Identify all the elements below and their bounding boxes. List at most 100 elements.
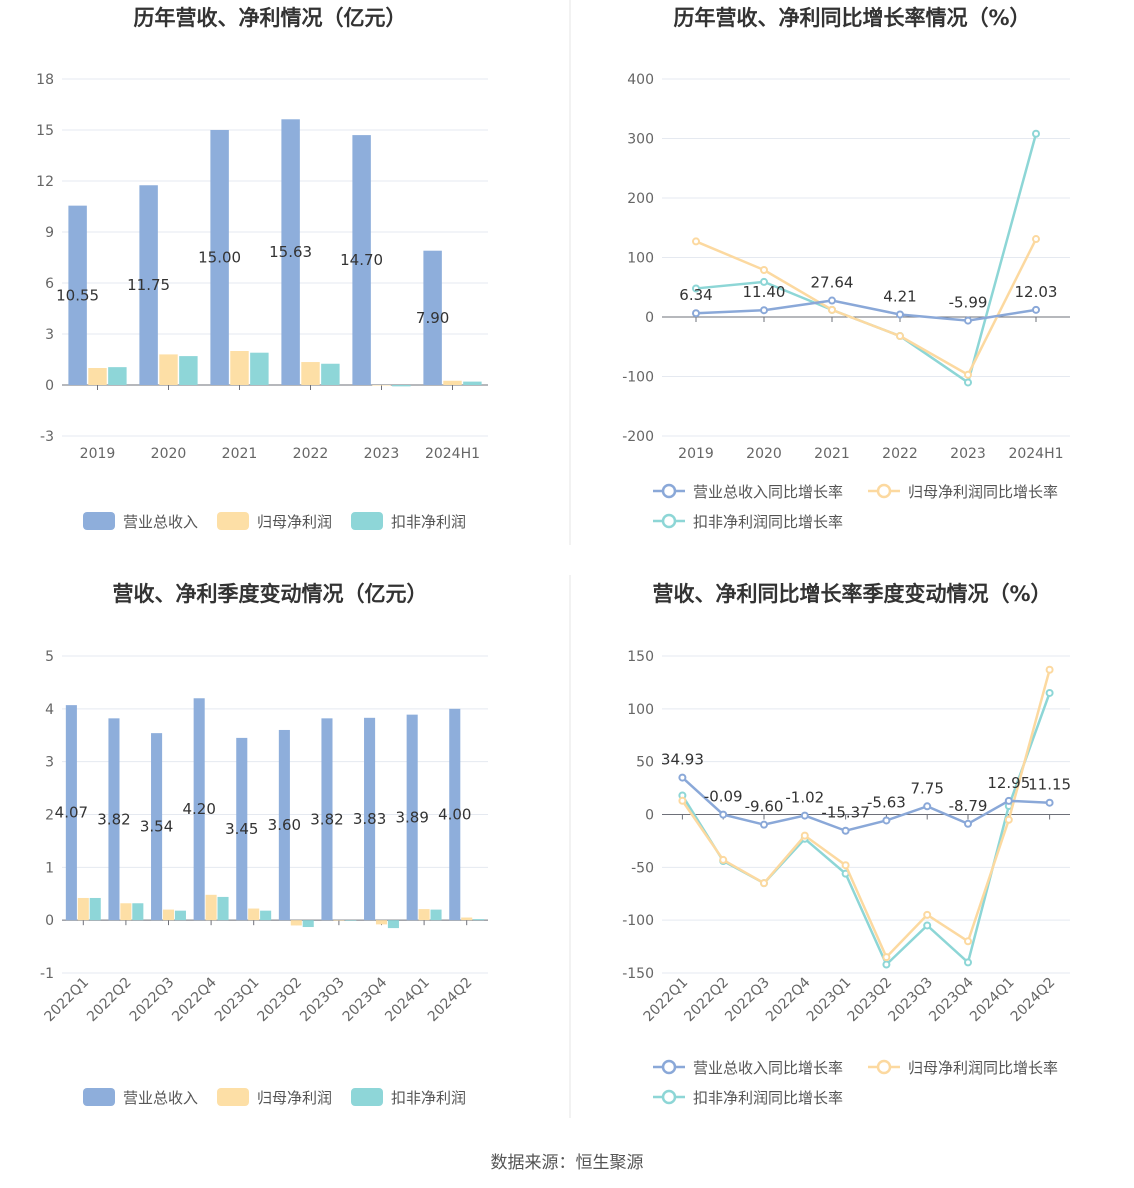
data-label: 3.82 <box>310 810 343 828</box>
y-tick-label: 18 <box>36 72 54 88</box>
data-point <box>841 861 850 870</box>
legend-label: 扣非净利润同比增长率 <box>693 513 843 531</box>
legend-marker <box>661 1059 677 1075</box>
series-line <box>681 692 1051 967</box>
y-tick-label: 0 <box>45 913 54 929</box>
x-tick-label: 2023Q1 <box>804 975 855 1026</box>
legend-swatch <box>217 1088 249 1106</box>
data-point <box>828 296 836 305</box>
bar <box>352 135 371 385</box>
x-tick-label: 2023Q4 <box>926 974 977 1025</box>
x-tick-label: 2022 <box>882 446 918 462</box>
bar <box>65 705 77 921</box>
series-line <box>695 299 1037 322</box>
x-tick-label: 2024Q1 <box>382 975 433 1026</box>
x-tick-label: 2023Q4 <box>340 974 391 1025</box>
bar <box>217 896 229 921</box>
data-point <box>678 773 687 782</box>
data-label: -8.79 <box>949 797 988 815</box>
chart-title: 营收、净利季度变动情况（亿元） <box>113 582 428 606</box>
y-tick-label: 3 <box>45 327 54 343</box>
legend-marker <box>661 483 677 499</box>
annual-growth-rate-chart: 历年营收、净利同比增长率情况（%） 400 300 200 100 0 -100 -200 2… <box>622 6 1070 531</box>
data-label: -1.02 <box>785 789 824 807</box>
chart-title: 历年营收、净利同比增长率情况（%） <box>673 6 1030 30</box>
data-point <box>1004 815 1013 824</box>
y-tick-label: 200 <box>627 191 654 207</box>
bar <box>162 909 175 921</box>
data-point <box>1045 665 1054 674</box>
bar <box>443 380 462 385</box>
series-line <box>695 238 1038 377</box>
bar <box>449 708 461 921</box>
x-tick-label: 2021 <box>222 446 258 462</box>
data-label: 4.20 <box>182 800 215 818</box>
x-tick-label: 2021 <box>814 446 850 462</box>
x-tick-label: 2020 <box>746 446 782 462</box>
legend-marker <box>876 483 892 499</box>
data-label: 3.45 <box>225 820 258 838</box>
bar <box>120 903 132 921</box>
bar <box>321 718 333 921</box>
y-tick-label: 2 <box>45 808 54 824</box>
bar <box>89 897 101 921</box>
legend-label: 扣非净利润 <box>391 513 466 531</box>
data-label: 15.00 <box>198 249 241 267</box>
x-tick-label: 2024Q2 <box>425 975 476 1026</box>
data-label: -9.60 <box>745 798 784 816</box>
data-point <box>692 237 700 246</box>
data-label: 7.90 <box>416 309 449 327</box>
data-point <box>923 802 932 811</box>
legend-label: 营业总收入同比增长率 <box>693 483 843 501</box>
y-tick-label: 9 <box>45 225 54 241</box>
data-label: 12.95 <box>987 774 1030 792</box>
bar <box>430 909 442 921</box>
data-point <box>1045 798 1054 807</box>
bar <box>364 717 376 921</box>
data-point <box>800 831 809 840</box>
data-point <box>692 309 700 318</box>
data-label: 4.00 <box>438 806 471 824</box>
x-tick-label: 2024Q2 <box>1008 975 1059 1026</box>
chart-title: 营收、净利同比增长率季度变动情况（%） <box>652 582 1051 606</box>
x-tick-label: 2023Q2 <box>255 975 306 1026</box>
x-tick-label: 2022Q2 <box>84 975 135 1026</box>
bar <box>210 130 229 385</box>
y-tick-label: 5 <box>45 649 54 665</box>
bar <box>193 698 205 921</box>
series-line <box>681 669 1051 960</box>
data-point <box>964 958 972 967</box>
bar <box>248 908 260 921</box>
x-tick-label: 2024Q1 <box>967 975 1018 1026</box>
data-point <box>896 332 904 341</box>
x-tick-label: 2019 <box>678 446 714 462</box>
y-tick-label: 1 <box>45 860 54 876</box>
bar <box>392 385 411 387</box>
bar <box>290 920 302 926</box>
bar <box>250 352 269 385</box>
data-point <box>760 306 768 315</box>
y-tick-label: 100 <box>627 251 654 267</box>
bar <box>321 363 340 385</box>
data-source: 数据来源：恒生聚源 <box>491 1153 644 1173</box>
data-label: 12.03 <box>1015 283 1058 301</box>
data-label: 34.93 <box>661 751 704 769</box>
legend-label: 营业总收入同比增长率 <box>693 1059 843 1077</box>
data-point <box>964 819 972 828</box>
bar <box>260 910 272 921</box>
y-tick-label: -200 <box>622 429 654 445</box>
x-tick-label: 2022Q2 <box>681 975 732 1026</box>
data-point <box>964 370 972 379</box>
x-tick-label: 2022Q4 <box>763 974 814 1025</box>
y-tick-label: 4 <box>45 702 54 718</box>
data-label: 4.07 <box>55 804 88 822</box>
data-point <box>964 316 972 325</box>
x-tick-label: 2023 <box>364 446 400 462</box>
y-tick-label: 150 <box>627 649 654 665</box>
bar <box>387 920 399 929</box>
chart-title: 历年营收、净利情况（亿元） <box>134 6 407 30</box>
y-tick-label: 12 <box>36 174 54 190</box>
y-tick-label: -3 <box>40 429 54 445</box>
y-tick-label: 100 <box>627 702 654 718</box>
data-point <box>719 855 728 864</box>
